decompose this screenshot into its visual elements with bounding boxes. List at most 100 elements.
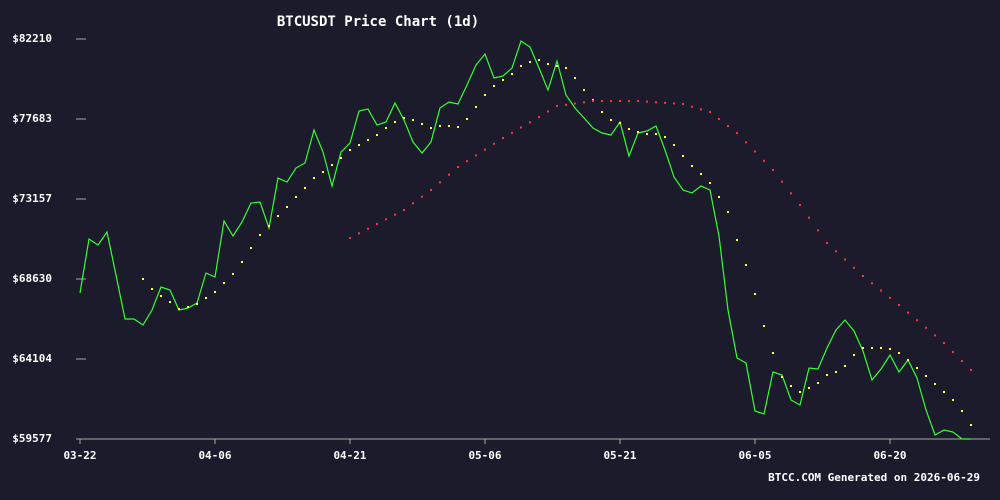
ma-dot	[916, 319, 918, 322]
ma-dot	[970, 369, 972, 372]
ma-dot	[502, 137, 504, 140]
ma-dot	[592, 99, 594, 102]
ma-dot	[817, 382, 819, 385]
ma-dot	[745, 264, 747, 267]
ma-dot	[349, 149, 351, 152]
ma-dot	[376, 223, 378, 226]
ma-dot	[313, 177, 315, 180]
price-line	[79, 40, 971, 440]
ma-dot	[826, 242, 828, 245]
ma-dot	[601, 100, 603, 103]
ma-dot	[745, 141, 747, 144]
ma-dot	[592, 100, 594, 103]
ma-dot	[358, 232, 360, 235]
ma-dot	[682, 155, 684, 158]
ma-dot	[772, 352, 774, 355]
ma-dot	[538, 59, 540, 62]
x-tick-label: 04-21	[333, 449, 366, 462]
ma-dot	[556, 65, 558, 68]
ma-dot	[925, 326, 927, 329]
ma-dot	[628, 128, 630, 131]
ma-dot	[610, 119, 612, 122]
ma-dot	[241, 261, 243, 264]
ma-dot	[520, 126, 522, 129]
ma-dot	[475, 106, 477, 109]
ma-dot	[565, 103, 567, 106]
ma-dot	[502, 79, 504, 82]
ma-dot	[691, 165, 693, 168]
ma-dot	[565, 67, 567, 70]
ma-dot	[727, 211, 729, 214]
ma-dot	[520, 65, 522, 68]
ma-dot	[205, 297, 207, 300]
ma-dot	[664, 101, 666, 104]
ma-dot	[790, 192, 792, 195]
ma-dot	[862, 274, 864, 277]
x-tick-label: 05-06	[468, 449, 501, 462]
ma-dot	[844, 365, 846, 368]
ma-dot	[421, 195, 423, 198]
ma-dot	[529, 121, 531, 124]
ma-dot	[844, 258, 846, 261]
ma-dot	[943, 341, 945, 344]
ma-dot	[619, 100, 621, 103]
ma-dot	[376, 134, 378, 137]
y-tick-label: $73157	[12, 192, 52, 205]
ma-dot	[655, 133, 657, 136]
ma-dot	[448, 125, 450, 128]
ma-dot	[367, 139, 369, 142]
ma-dot	[646, 133, 648, 136]
ma-dot	[952, 351, 954, 354]
ma-dot	[691, 105, 693, 108]
ma-dot	[574, 77, 576, 80]
ma-dot	[466, 118, 468, 121]
ma-dot	[160, 295, 162, 298]
x-tick-label: 04-06	[198, 449, 231, 462]
ma-dot	[223, 282, 225, 285]
ma-dot	[799, 204, 801, 207]
ma-dot	[169, 301, 171, 304]
ma-dot	[484, 94, 486, 97]
footer: BTCC.COM Generated on 2026-06-29	[768, 471, 980, 484]
ma-dot	[961, 360, 963, 363]
ma-dot	[250, 247, 252, 250]
ma-dot	[898, 304, 900, 307]
x-tick-label: 05-21	[603, 449, 636, 462]
ma-dot	[385, 218, 387, 221]
ma-dot	[970, 424, 972, 427]
ma-dot	[547, 63, 549, 66]
ma-dot	[178, 308, 180, 311]
ma-dot	[907, 311, 909, 314]
ma-dot	[403, 209, 405, 212]
ma-dot	[331, 164, 333, 167]
ma-dot	[349, 237, 351, 240]
ma-dot	[430, 127, 432, 130]
ma-dot	[943, 391, 945, 394]
ma-dot	[871, 347, 873, 350]
ma-dot	[439, 181, 441, 184]
x-tick-label: 06-05	[738, 449, 771, 462]
ma-dot	[934, 383, 936, 386]
ma-dot	[457, 126, 459, 129]
ma-dot	[889, 348, 891, 351]
ma-dot	[880, 347, 882, 350]
ma-dot	[268, 225, 270, 228]
ma-dot	[556, 105, 558, 108]
ma-dot	[862, 347, 864, 350]
ma-dot	[952, 398, 954, 401]
ma-dot	[736, 239, 738, 242]
ma-dot	[736, 132, 738, 135]
ma-dot	[880, 289, 882, 292]
ma-dot	[898, 352, 900, 355]
ma-dot	[835, 250, 837, 253]
ma-dot	[484, 148, 486, 151]
ma-dot	[394, 121, 396, 124]
ma-dot	[700, 173, 702, 176]
ma-dot	[934, 334, 936, 337]
ma-dot	[655, 101, 657, 104]
ma-dot	[412, 119, 414, 122]
ma-dot	[583, 101, 585, 104]
ma-dot	[511, 73, 513, 76]
ma-dot	[754, 150, 756, 153]
ma-dot	[709, 111, 711, 114]
